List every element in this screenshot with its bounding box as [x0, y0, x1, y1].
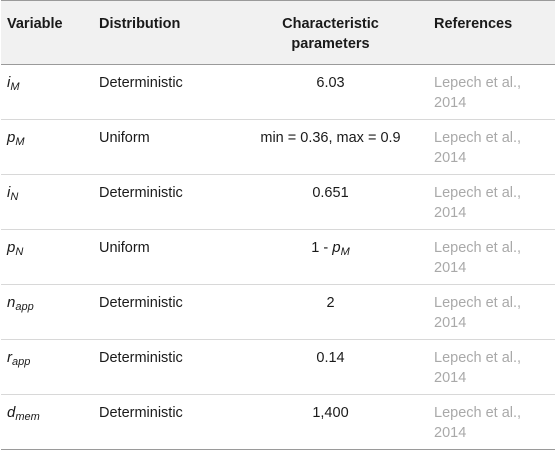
table-row: iN Deterministic 0.651 Lepech et al., 20…: [1, 175, 555, 230]
variable-base: d: [7, 404, 16, 421]
variable-base: r: [7, 349, 12, 366]
header-variable: Variable: [7, 16, 63, 32]
variable-symbol: pN: [7, 239, 24, 258]
variable-subscript: N: [10, 191, 19, 203]
reference-cell: Lepech et al., 2014: [428, 395, 555, 450]
parameters-text: 1 -: [311, 240, 333, 256]
parameters-cell: 2: [233, 285, 428, 340]
distribution-cell: Uniform: [99, 240, 150, 256]
variable-cell: rapp: [1, 340, 93, 395]
variable-base: i: [7, 184, 11, 201]
distribution-cell: Deterministic: [99, 295, 183, 311]
parameters-cell: 0.14: [233, 340, 428, 395]
reference-cell: Lepech et al., 2014: [428, 175, 555, 230]
distribution-cell: Deterministic: [99, 75, 183, 91]
table-header: Variable Distribution Characteristic par…: [1, 0, 555, 65]
variable-symbol: pM: [7, 129, 25, 148]
reference-cell: Lepech et al., 2014: [428, 65, 555, 120]
variable-subscript: app: [15, 301, 34, 313]
reference-line2: 2014: [434, 205, 467, 221]
reference-cell: Lepech et al., 2014: [428, 285, 555, 340]
variable-symbol: rapp: [7, 349, 31, 368]
distribution-cell: Uniform: [99, 130, 150, 146]
parameters-variable: pM: [332, 239, 350, 258]
header-row: Variable Distribution Characteristic par…: [1, 0, 555, 65]
header-parameters: Characteristic parameters: [233, 1, 428, 65]
variable-base: n: [7, 294, 16, 311]
header-parameters-line2: parameters: [291, 36, 370, 52]
variable-cell: pN: [1, 230, 93, 285]
reference-line1: Lepech et al.,: [434, 405, 522, 421]
table-row: pN Uniform 1 - pM Lepech et al., 2014: [1, 230, 555, 285]
variable-subscript: M: [15, 136, 25, 148]
variable-base: i: [7, 74, 11, 91]
table-row: pM Uniform min = 0.36, max = 0.9 Lepech …: [1, 120, 555, 175]
variable-subscript: app: [12, 356, 31, 368]
reference-line2: 2014: [434, 315, 467, 331]
header-references: References: [434, 16, 513, 32]
reference-line2: 2014: [434, 425, 467, 441]
parameters-cell: 1 - pM: [233, 230, 428, 285]
reference-cell: Lepech et al., 2014: [428, 230, 555, 285]
parameters-variable-subscript: M: [340, 246, 350, 258]
variable-symbol: napp: [7, 294, 34, 313]
parameters-variable-base: p: [332, 239, 341, 256]
variable-base: p: [7, 129, 16, 146]
table-row: dmem Deterministic 1,400 Lepech et al., …: [1, 395, 555, 450]
parameters-cell: 6.03: [233, 65, 428, 120]
parameters-text: 2: [326, 295, 335, 311]
parameters-text: 6.03: [316, 75, 345, 91]
reference-line2: 2014: [434, 95, 467, 111]
parameters-text: 1,400: [312, 405, 349, 421]
variable-cell: iN: [1, 175, 93, 230]
variable-subscript: N: [15, 246, 24, 258]
parameters-cell: 1,400: [233, 395, 428, 450]
parameters-text: 0.651: [312, 185, 349, 201]
variable-cell: pM: [1, 120, 93, 175]
reference-line1: Lepech et al.,: [434, 350, 522, 366]
variable-base: p: [7, 239, 16, 256]
variable-cell: napp: [1, 285, 93, 340]
parameters-text: 0.14: [316, 350, 345, 366]
variable-cell: iM: [1, 65, 93, 120]
parameters-cell: 0.651: [233, 175, 428, 230]
variable-cell: dmem: [1, 395, 93, 450]
table-row: napp Deterministic 2 Lepech et al., 2014: [1, 285, 555, 340]
distribution-cell: Deterministic: [99, 185, 183, 201]
parameters-cell: min = 0.36, max = 0.9: [233, 120, 428, 175]
reference-cell: Lepech et al., 2014: [428, 340, 555, 395]
reference-line2: 2014: [434, 260, 467, 276]
variable-symbol: dmem: [7, 404, 40, 423]
header-distribution: Distribution: [99, 16, 181, 32]
header-parameters-line1: Characteristic: [282, 16, 379, 32]
variable-symbol: iM: [7, 74, 20, 93]
reference-line1: Lepech et al.,: [434, 185, 522, 201]
reference-line1: Lepech et al.,: [434, 130, 522, 146]
reference-line2: 2014: [434, 370, 467, 386]
table-row: rapp Deterministic 0.14 Lepech et al., 2…: [1, 340, 555, 395]
distribution-cell: Deterministic: [99, 350, 183, 366]
reference-line1: Lepech et al.,: [434, 75, 522, 91]
reference-cell: Lepech et al., 2014: [428, 120, 555, 175]
variable-subscript: mem: [15, 411, 40, 423]
table-row: iM Deterministic 6.03 Lepech et al., 201…: [1, 65, 555, 120]
reference-line1: Lepech et al.,: [434, 240, 522, 256]
reference-line1: Lepech et al.,: [434, 295, 522, 311]
distribution-cell: Deterministic: [99, 405, 183, 421]
reference-line2: 2014: [434, 150, 467, 166]
variable-symbol: iN: [7, 184, 19, 203]
table-body: iM Deterministic 6.03 Lepech et al., 201…: [1, 65, 555, 450]
parameters-text: min = 0.36, max = 0.9: [260, 130, 401, 146]
variable-subscript: M: [10, 81, 20, 93]
